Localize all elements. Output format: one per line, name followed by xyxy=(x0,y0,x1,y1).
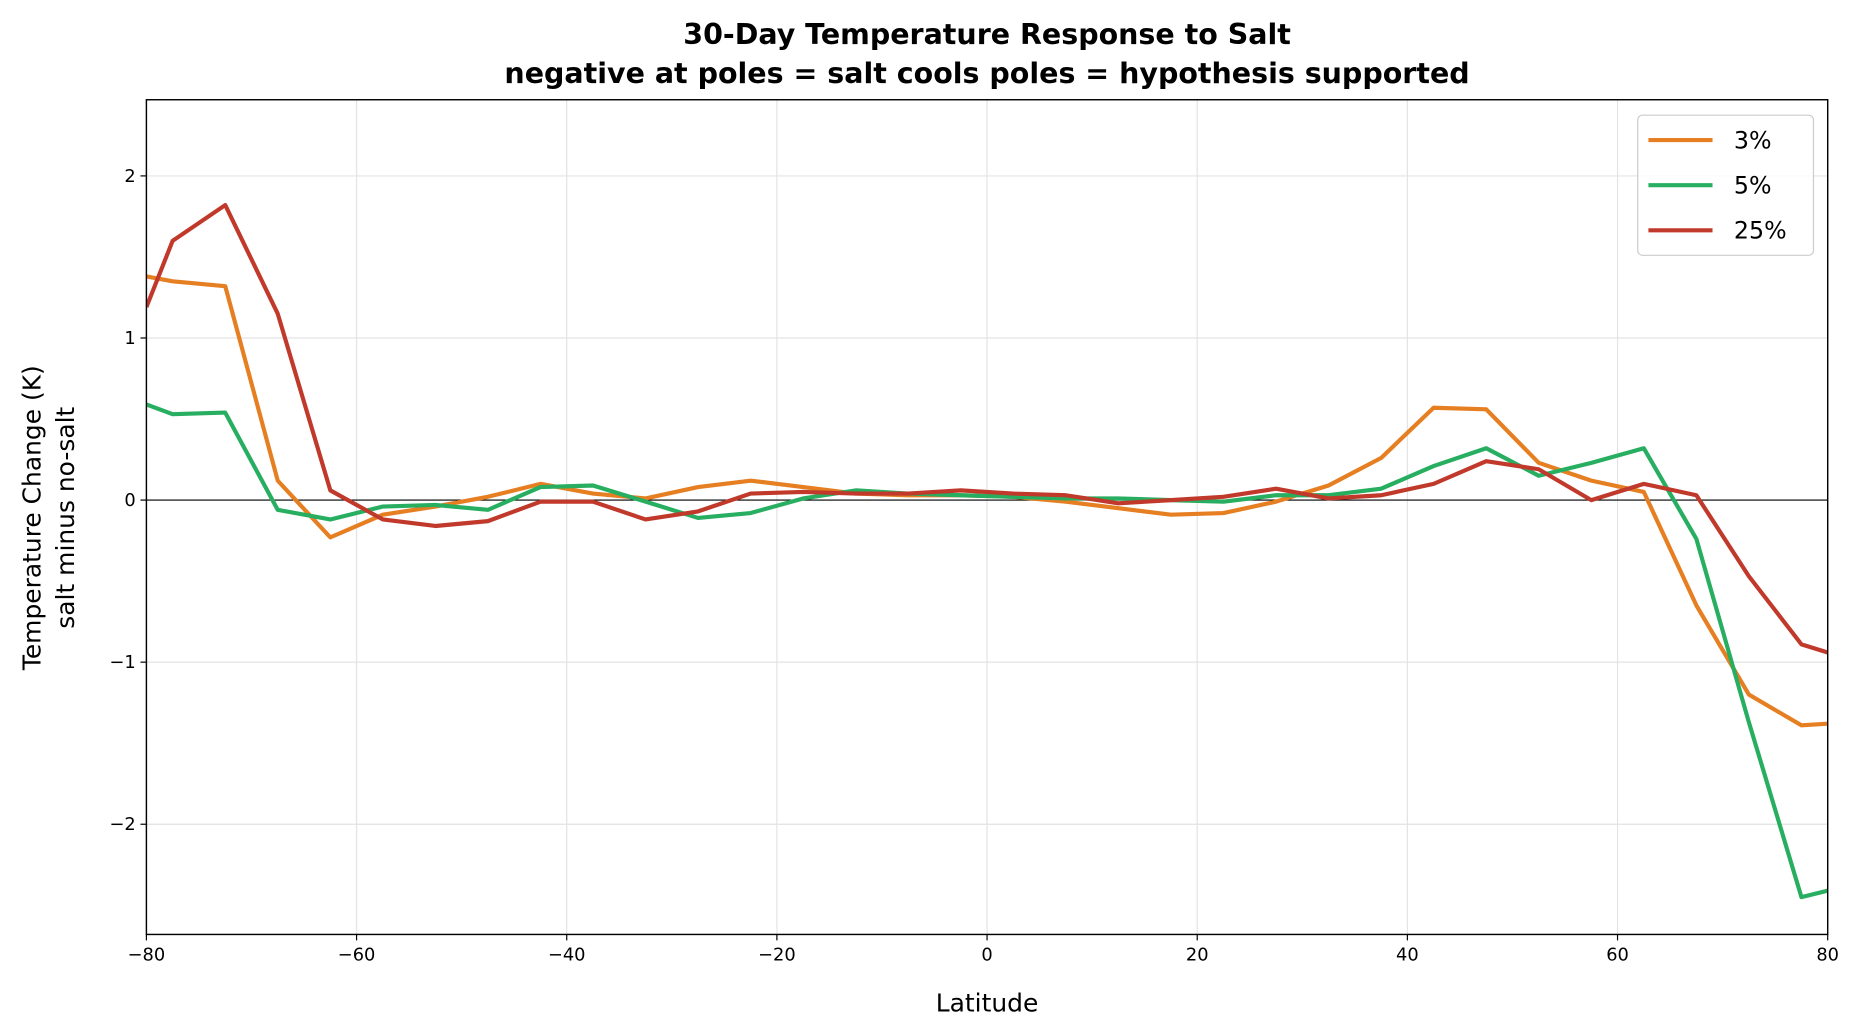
x-tick-label: −60 xyxy=(338,945,376,966)
chart-subtitle: negative at poles = salt cools poles = h… xyxy=(504,57,1469,90)
x-axis: −80 −60 −40 −20 0 20 40 60 80 xyxy=(128,934,1839,966)
y-axis: −2 −1 0 1 2 xyxy=(109,166,147,835)
y-tick-label: −2 xyxy=(109,814,135,835)
legend-label: 5% xyxy=(1734,172,1772,200)
x-axis-label: Latitude xyxy=(936,989,1039,1018)
legend-label: 3% xyxy=(1734,126,1772,154)
x-tick-label: −80 xyxy=(128,945,166,966)
y-tick-label: 0 xyxy=(124,490,135,511)
series-line-25pct xyxy=(146,202,1828,655)
series-line-5pct xyxy=(146,402,1828,900)
y-axis-label-secondary: salt minus no-salt xyxy=(51,406,80,628)
x-tick-label: 60 xyxy=(1606,945,1629,966)
grid xyxy=(145,99,1829,935)
x-tick-label: 40 xyxy=(1396,945,1419,966)
y-tick-label: 2 xyxy=(124,166,135,187)
x-tick-label: 20 xyxy=(1186,945,1209,966)
y-axis-label: Temperature Change (K) xyxy=(18,365,47,671)
x-tick-label: −40 xyxy=(548,945,586,966)
series-layer xyxy=(146,202,1828,900)
x-tick-label: −20 xyxy=(758,945,796,966)
y-tick-label: 1 xyxy=(124,328,135,349)
x-tick-label: 80 xyxy=(1816,945,1839,966)
legend-label: 25% xyxy=(1734,217,1787,245)
y-tick-label: −1 xyxy=(109,652,135,673)
x-tick-label: 0 xyxy=(981,945,992,966)
legend: 3% 5% 25% xyxy=(1637,114,1815,256)
chart-title: 30-Day Temperature Response to Salt xyxy=(683,18,1291,51)
